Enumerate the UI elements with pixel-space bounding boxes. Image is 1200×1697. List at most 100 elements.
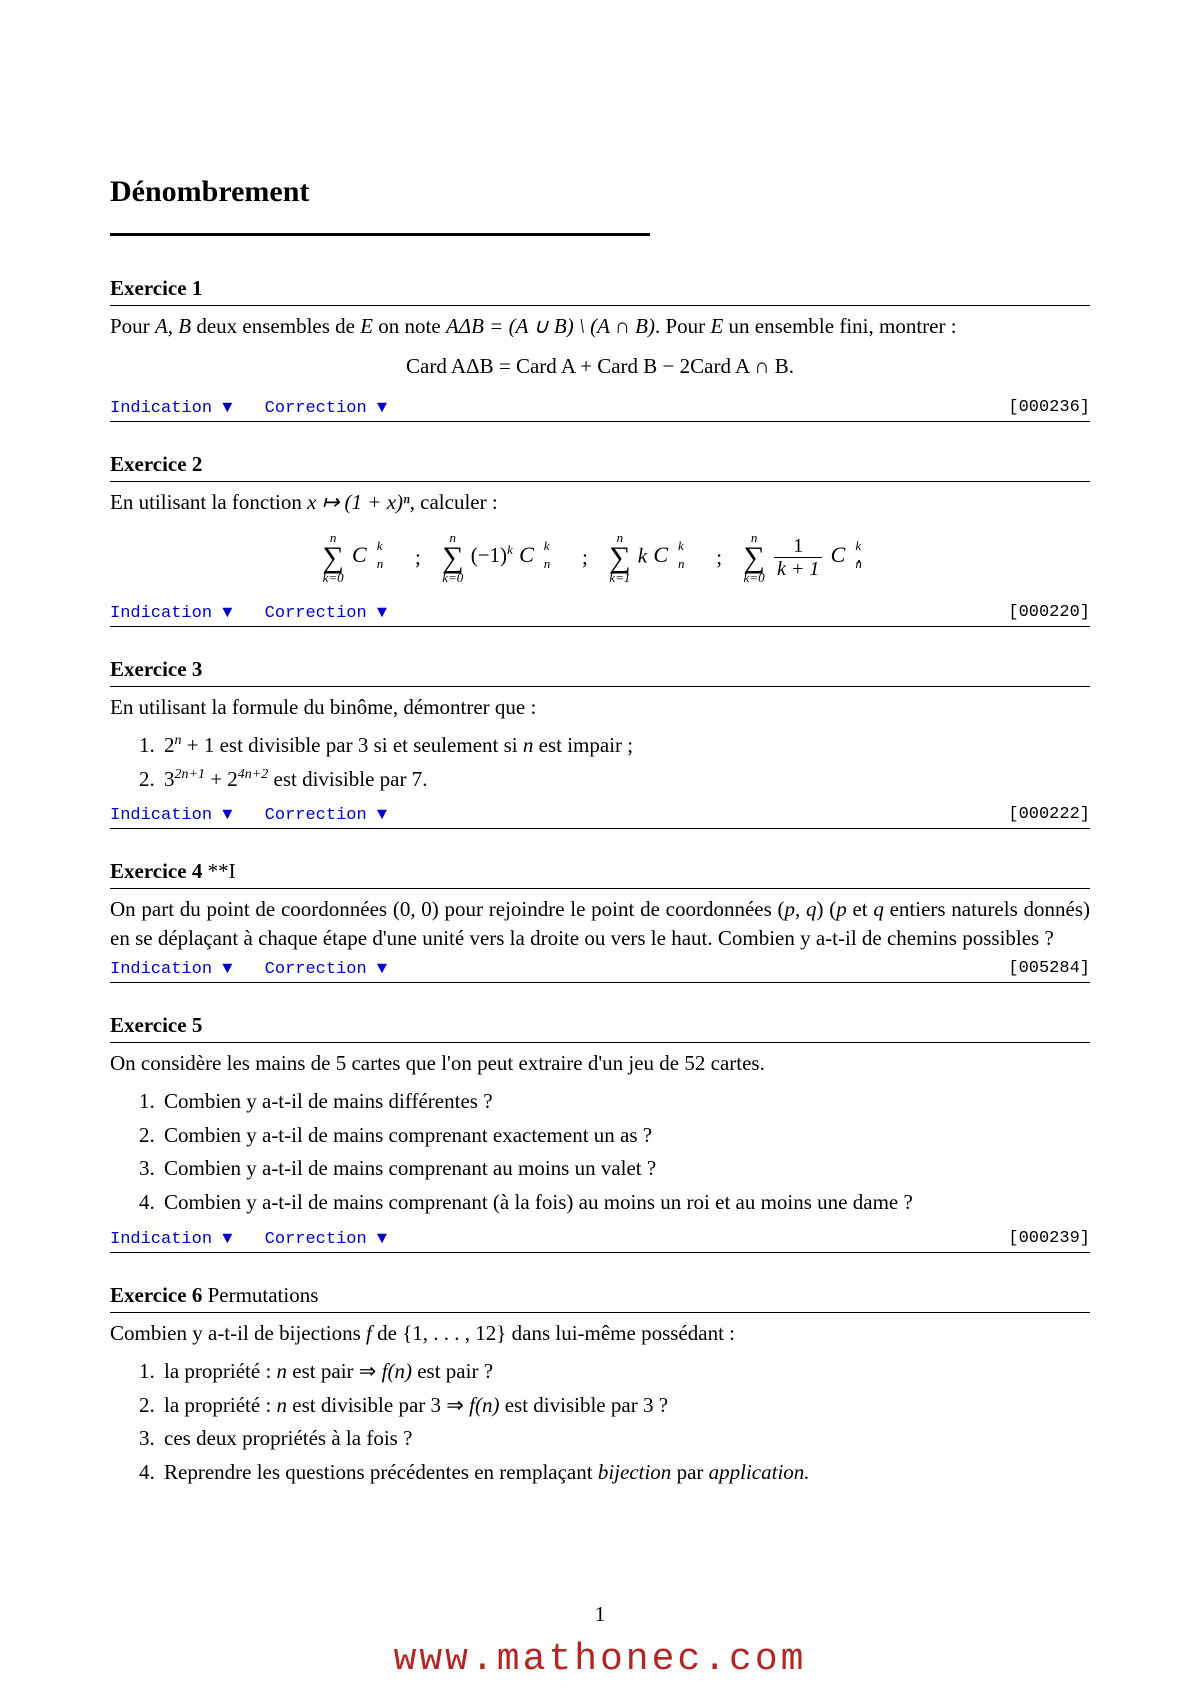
- exercise-footer: Indication ▼ Correction ▼ [005284]: [110, 958, 1090, 979]
- sigma-icon: n ∑ k=0: [442, 531, 463, 584]
- text-italic: bijection: [598, 1460, 671, 1484]
- text: par: [671, 1460, 708, 1484]
- exercise-3: Exercice 3 En utilisant la formule du bi…: [110, 657, 1090, 830]
- separator: ;: [415, 545, 421, 570]
- indication-link[interactable]: Indication ▼: [110, 960, 232, 979]
- divider: [110, 305, 1090, 306]
- correction-link[interactable]: Correction ▼: [265, 806, 387, 825]
- text: deux ensembles de: [191, 314, 360, 338]
- prefix: (−1)k: [471, 543, 513, 567]
- list-item: 2n + 1 est divisible par 3 si et seuleme…: [160, 729, 1090, 763]
- binom: Ckn: [519, 542, 544, 568]
- divider: [110, 421, 1090, 422]
- divider: [110, 1252, 1090, 1253]
- math-inline: p: [836, 897, 847, 921]
- exercise-footer: Indication ▼ Correction ▼ [000220]: [110, 602, 1090, 623]
- text: un ensemble fini, montrer :: [723, 314, 956, 338]
- sup: k: [507, 542, 513, 557]
- text: et: [847, 897, 874, 921]
- math-inline: E: [360, 314, 373, 338]
- math-inline: (p, q): [778, 897, 824, 921]
- exercise-1-body: Pour A, B deux ensembles de E on note AΔ…: [110, 312, 1090, 340]
- exercise-2: Exercice 2 En utilisant la fonction x ↦ …: [110, 452, 1090, 626]
- sum-4: n ∑ k=0 1 k + 1 Ckn.: [741, 531, 861, 584]
- correction-link[interactable]: Correction ▼: [265, 604, 387, 623]
- c: C: [653, 542, 668, 567]
- exercise-6-list: la propriété : n est pair ⇒ f(n) est pai…: [110, 1355, 1090, 1489]
- text: 2n+1: [175, 767, 205, 782]
- sigma: ∑: [743, 544, 764, 571]
- divider: [110, 1312, 1090, 1313]
- title-rule: [110, 233, 650, 236]
- indication-link[interactable]: Indication ▼: [110, 806, 232, 825]
- exercise-2-body: En utilisant la fonction x ↦ (1 + x)ⁿ, c…: [110, 488, 1090, 516]
- text: q: [806, 897, 817, 921]
- sup: k: [544, 538, 550, 554]
- correction-link[interactable]: Correction ▼: [265, 1230, 387, 1249]
- sub: n: [377, 556, 384, 572]
- exercise-3-header: Exercice 3: [110, 657, 1090, 682]
- indication-link[interactable]: Indication ▼: [110, 399, 232, 418]
- math-inline: f(n): [469, 1393, 499, 1417]
- subtitle: **I: [202, 859, 235, 883]
- links: Indication ▼ Correction ▼: [110, 958, 415, 979]
- sigma-icon: n ∑ k=1: [609, 531, 630, 584]
- arrow-icon: ⇒: [359, 1359, 377, 1383]
- sigma: ∑: [609, 544, 630, 571]
- exercise-footer: Indication ▼ Correction ▼ [000239]: [110, 1228, 1090, 1249]
- exercise-5: Exercice 5 On considère les mains de 5 c…: [110, 1013, 1090, 1253]
- text: on note: [373, 314, 446, 338]
- text: Exercice 4: [110, 859, 202, 883]
- math-inline: (0, 0): [393, 897, 439, 921]
- exercise-3-list: 2n + 1 est divisible par 3 si et seuleme…: [110, 729, 1090, 796]
- denominator: k + 1: [774, 558, 822, 580]
- text: En utilisant la fonction: [110, 490, 307, 514]
- list-item: Combien y a-t-il de mains comprenant exa…: [160, 1119, 1090, 1153]
- sigma-icon: n ∑ k=0: [322, 531, 343, 584]
- correction-link[interactable]: Correction ▼: [265, 960, 387, 979]
- text: Combien y a-t-il de bijections: [110, 1321, 366, 1345]
- math-inline: AΔB = (A ∪ B) \ (A ∩ B): [446, 314, 655, 338]
- separator: ;: [582, 545, 588, 570]
- sup: 4n+2: [238, 767, 268, 782]
- sigma: ∑: [442, 544, 463, 571]
- exercise-6-body: Combien y a-t-il de bijections f de {1, …: [110, 1319, 1090, 1347]
- exercise-ref: [000236]: [1008, 398, 1090, 417]
- exercise-5-body: On considère les mains de 5 cartes que l…: [110, 1049, 1090, 1077]
- text: est divisible par 7.: [268, 767, 427, 791]
- indication-link[interactable]: Indication ▼: [110, 604, 232, 623]
- watermark: www.mathonec.com: [0, 1638, 1200, 1681]
- binom: Ckn: [831, 542, 856, 568]
- c: C: [831, 542, 846, 567]
- links: Indication ▼ Correction ▼: [110, 397, 415, 418]
- math-inline: n: [277, 1393, 288, 1417]
- sup: k: [377, 538, 383, 554]
- fraction: 1 k + 1: [774, 535, 822, 580]
- exercise-4-body: On part du point de coordonnées (0, 0) p…: [110, 895, 1090, 952]
- text: la propriété :: [164, 1359, 277, 1383]
- text: la propriété :: [164, 1393, 277, 1417]
- exercise-5-header: Exercice 5: [110, 1013, 1090, 1038]
- divider: [110, 481, 1090, 482]
- sup: k: [678, 538, 684, 554]
- text: est impair ;: [533, 733, 633, 757]
- binom: Ckn: [653, 542, 678, 568]
- text: Exercice 6: [110, 1283, 202, 1307]
- exercise-ref: [000220]: [1008, 603, 1090, 622]
- sum-2: n ∑ k=0 (−1)k Ckn: [440, 531, 545, 584]
- math-inline: {1, . . . , 12}: [402, 1321, 506, 1345]
- page-title: Dénombrement: [110, 175, 1090, 209]
- arrow-icon: ⇒: [446, 1393, 464, 1417]
- exercise-ref: [005284]: [1008, 959, 1090, 978]
- divider: [110, 982, 1090, 983]
- exercise-ref: [000222]: [1008, 805, 1090, 824]
- indication-link[interactable]: Indication ▼: [110, 1230, 232, 1249]
- divider: [110, 888, 1090, 889]
- page-number: 1: [0, 1602, 1200, 1627]
- text: + 1 est divisible par 3 si et seulement …: [182, 733, 523, 757]
- correction-link[interactable]: Correction ▼: [265, 399, 387, 418]
- exercise-4-header: Exercice 4 **I: [110, 859, 1090, 884]
- subtitle: Permutations: [202, 1283, 318, 1307]
- text: dans lui-même possédant :: [506, 1321, 735, 1345]
- sum-bot: k=1: [609, 571, 630, 584]
